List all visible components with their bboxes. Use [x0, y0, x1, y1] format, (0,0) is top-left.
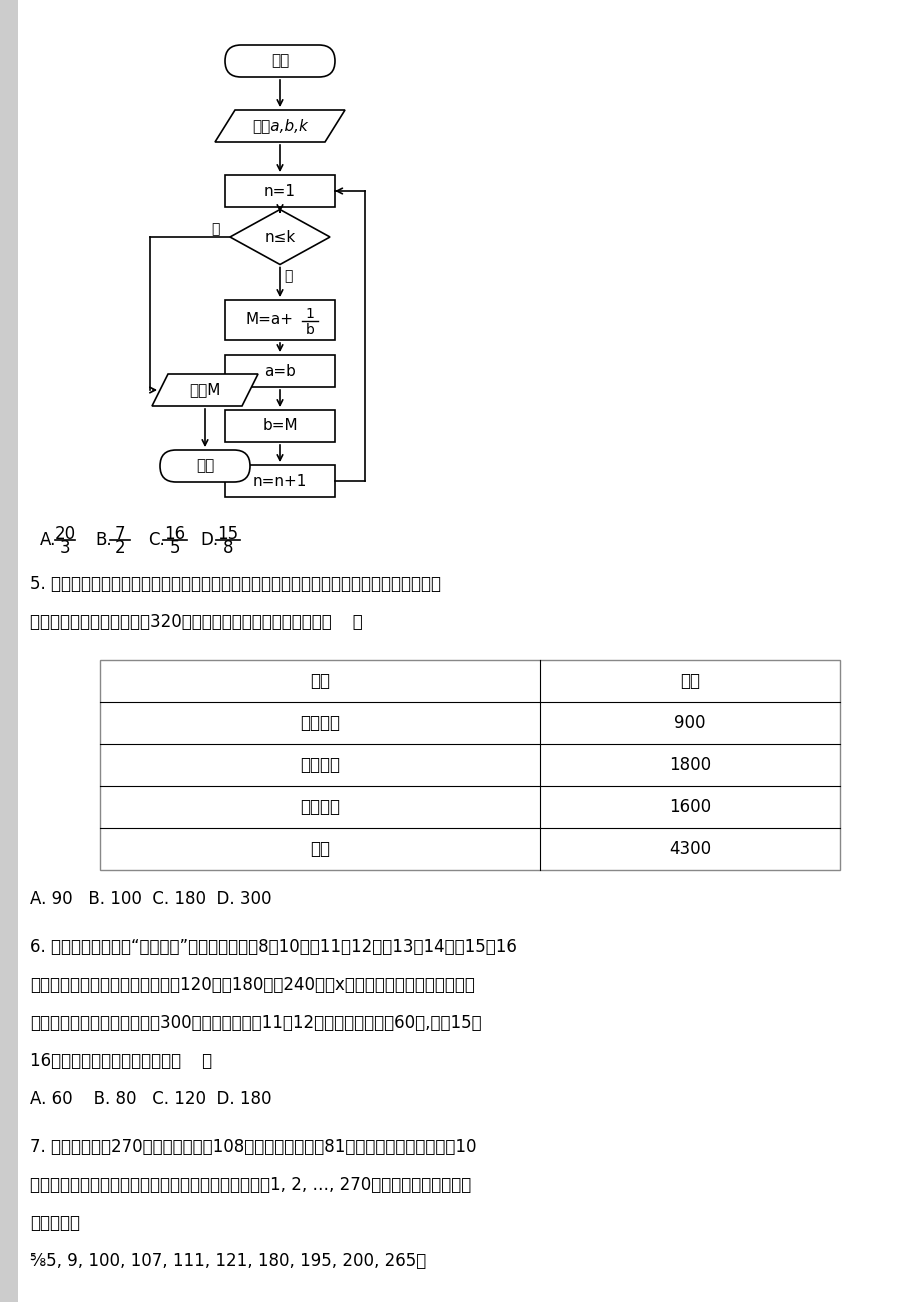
Text: 1: 1 [305, 307, 314, 322]
Text: 是: 是 [283, 270, 292, 284]
Text: n≤k: n≤k [264, 229, 295, 245]
Polygon shape [152, 374, 257, 406]
Bar [0, 0, 18, 1302]
Polygon shape [230, 210, 330, 264]
Text: 中年教师: 中年教师 [300, 756, 340, 773]
Text: 3: 3 [60, 539, 70, 557]
Text: 人形成样本，将学生按一、二、三年级依次统一编号为1, 2, …, 270，如果抽得号码有下列: 人形成样本，将学生按一、二、三年级依次统一编号为1, 2, …, 270，如果抽… [30, 1176, 471, 1194]
Text: 6. 某校做了一次关于“感恩父母”的问卷调查，从8～10岁，11～12岁，13～14岁，15～16: 6. 某校做了一次关于“感恩父母”的问卷调查，从8～10岁，11～12岁，13～… [30, 937, 516, 956]
Text: 四种情况：: 四种情况： [30, 1213, 80, 1232]
Text: 人数: 人数 [679, 672, 699, 690]
Text: 900: 900 [674, 713, 705, 732]
Text: 青年教师: 青年教师 [300, 798, 340, 816]
Text: 类别: 类别 [310, 672, 330, 690]
Text: a=b: a=b [264, 363, 296, 379]
FancyBboxPatch shape [225, 46, 335, 77]
FancyBboxPatch shape [160, 450, 250, 482]
Text: 结束: 结束 [196, 458, 214, 474]
Text: n=n+1: n=n+1 [253, 474, 307, 488]
Bar [100, 660, 839, 870]
Text: 老年教师: 老年教师 [300, 713, 340, 732]
Text: 7: 7 [115, 525, 125, 543]
Text: A. 90   B. 100  C. 180  D. 300: A. 90 B. 100 C. 180 D. 300 [30, 891, 271, 907]
Bar [225, 410, 335, 441]
Text: D.: D. [199, 531, 218, 549]
Text: 15: 15 [217, 525, 238, 543]
Text: 开始: 开始 [270, 53, 289, 69]
Bar [225, 174, 335, 207]
Text: 输出M: 输出M [189, 383, 221, 397]
Polygon shape [215, 109, 345, 142]
Text: 抽取的样本中，青年教师有320人，则该样本的老年教师人数为（    ）: 抽取的样本中，青年教师有320人，则该样本的老年教师人数为（ ） [30, 613, 362, 631]
Text: n=1: n=1 [264, 184, 296, 198]
Bar [225, 465, 335, 497]
Text: 16: 16 [165, 525, 186, 543]
Text: M=a+: M=a+ [245, 312, 294, 328]
Text: 20: 20 [54, 525, 75, 543]
Text: 4300: 4300 [668, 840, 710, 858]
Text: 5: 5 [170, 539, 180, 557]
Text: 输入a,b,k: 输入a,b,k [252, 118, 308, 134]
Text: 1600: 1600 [668, 798, 710, 816]
Text: 7. 某中学有学生270人，其中一年级108人，二、三年级各81人，现要用抽样方法抽取10: 7. 某中学有学生270人，其中一年级108人，二、三年级各81人，现要用抽样方… [30, 1138, 476, 1156]
Text: 16岁学生中抽取的问卷份数为（    ）: 16岁学生中抽取的问卷份数为（ ） [30, 1052, 212, 1070]
Text: 否: 否 [210, 223, 219, 236]
Bar [225, 355, 335, 387]
Text: A.: A. [40, 531, 56, 549]
Text: A. 60    B. 80   C. 120  D. 180: A. 60 B. 80 C. 120 D. 180 [30, 1090, 271, 1108]
Text: 2: 2 [115, 539, 125, 557]
Text: 5. 某校老年、中年和青年教师的人数见如表，采用分层插样的方法调查教师的身体状况，在: 5. 某校老年、中年和青年教师的人数见如表，采用分层插样的方法调查教师的身体状况… [30, 575, 440, 592]
Text: 8: 8 [222, 539, 233, 557]
Text: B.: B. [95, 531, 111, 549]
Text: b: b [305, 323, 314, 337]
Text: 合计: 合计 [310, 840, 330, 858]
Text: b=M: b=M [262, 418, 298, 434]
Text: 岁四个年龄段回收的问卷依次为：120份，180份，240份，x份，因调查需要，从回收的问: 岁四个年龄段回收的问卷依次为：120份，180份，240份，x份，因调查需要，从… [30, 976, 474, 993]
Bar [225, 299, 335, 340]
Text: 卷中按年龄段分层抽取容量为300的样本，其中在11～12岁学生问卷中抽取60份,则在15～: 卷中按年龄段分层抽取容量为300的样本，其中在11～12岁学生问卷中抽取60份,… [30, 1014, 482, 1032]
Text: ⅝5, 9, 100, 107, 111, 121, 180, 195, 200, 265；: ⅝5, 9, 100, 107, 111, 121, 180, 195, 200… [30, 1253, 425, 1269]
Text: C.: C. [148, 531, 165, 549]
Text: 1800: 1800 [668, 756, 710, 773]
